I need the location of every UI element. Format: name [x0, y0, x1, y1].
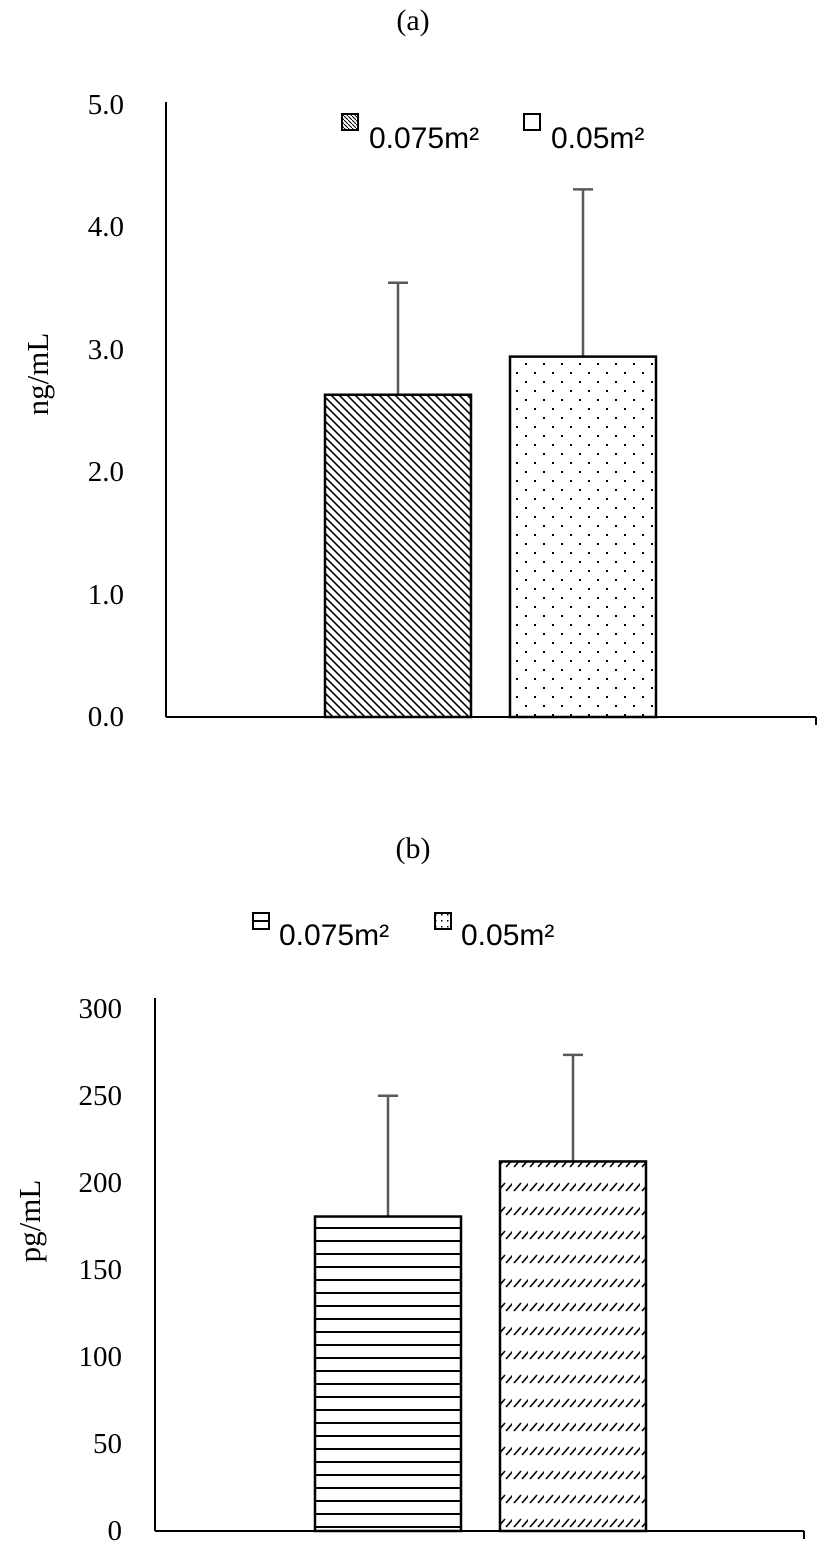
bar [323, 393, 473, 719]
y-tick-label: 200 [79, 1167, 123, 1199]
y-tick-label: 250 [79, 1080, 123, 1112]
y-tick-label: 0 [108, 1515, 123, 1547]
y-ticks-a: 0.0 1.0 2.0 3.0 4.0 5.0 [88, 89, 124, 733]
y-axis-label-b: pg/mL [12, 1180, 47, 1263]
bar [498, 1160, 648, 1533]
legend-swatch-dashdiag [434, 912, 452, 930]
legend-label: 0.05m² [551, 122, 644, 155]
legend-label: 0.075m² [279, 919, 389, 952]
y-tick-label: 2.0 [88, 456, 124, 488]
y-tick-label: 100 [79, 1341, 123, 1373]
y-ticks-b: 0 50 100 150 200 250 300 [79, 993, 123, 1547]
panel-label-a: (a) [396, 4, 429, 37]
chart-a: (a) ng/mL 0.0 1.0 2.0 3.0 4.0 5.0 0.075m… [20, 4, 817, 733]
legend-label: 0.075m² [369, 122, 479, 155]
bars-a [323, 188, 658, 719]
chart-b: (b) 0.075m² 0.05m² pg/mL 0 50 100 150 20… [12, 832, 805, 1547]
y-tick-label: 300 [79, 993, 123, 1025]
y-tick-label: 4.0 [88, 211, 124, 243]
bar [313, 1215, 463, 1533]
y-axis-label-a: ng/mL [20, 333, 55, 416]
y-tick-label: 0.0 [88, 701, 124, 733]
bar [508, 355, 658, 719]
y-tick-label: 3.0 [88, 334, 124, 366]
legend-a: 0.075m² 0.05m² [341, 113, 644, 155]
legend-label: 0.05m² [461, 919, 554, 952]
panel-label-b: (b) [396, 832, 431, 865]
y-tick-label: 50 [93, 1428, 122, 1460]
legend-swatch-diagonal [341, 113, 359, 131]
legend-swatch-dots [523, 113, 541, 131]
y-tick-label: 1.0 [88, 579, 124, 611]
legend-b: 0.075m² 0.05m² [252, 912, 554, 952]
y-tick-label: 5.0 [88, 89, 124, 121]
bars-b [313, 1053, 648, 1533]
y-tick-label: 150 [79, 1254, 123, 1286]
